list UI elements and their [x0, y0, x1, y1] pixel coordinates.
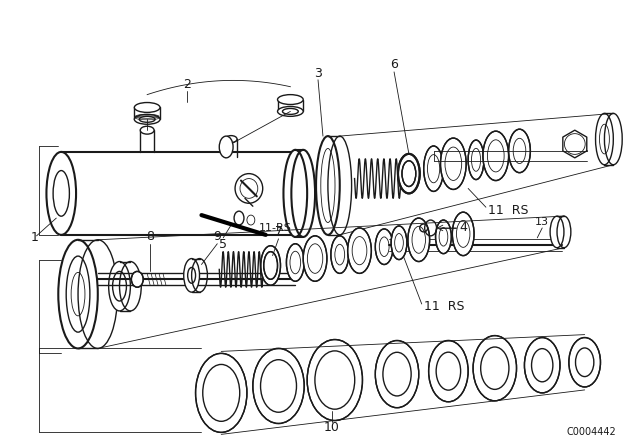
Ellipse shape — [375, 340, 419, 408]
Ellipse shape — [436, 220, 451, 254]
Text: 11-RS: 11-RS — [259, 223, 292, 233]
Ellipse shape — [596, 113, 613, 165]
Text: 5: 5 — [220, 238, 227, 251]
Text: 1: 1 — [31, 231, 38, 244]
Ellipse shape — [569, 338, 600, 387]
Ellipse shape — [278, 95, 303, 104]
Ellipse shape — [331, 236, 349, 273]
Ellipse shape — [264, 252, 278, 279]
Ellipse shape — [452, 212, 474, 256]
Text: 4: 4 — [460, 221, 467, 234]
Text: 3: 3 — [314, 67, 322, 80]
Text: 9: 9 — [213, 230, 221, 243]
Ellipse shape — [473, 336, 516, 401]
Ellipse shape — [408, 218, 429, 262]
Ellipse shape — [524, 338, 560, 393]
Ellipse shape — [509, 129, 531, 172]
Text: 11  RS: 11 RS — [424, 301, 464, 314]
Text: 2: 2 — [183, 78, 191, 91]
Ellipse shape — [109, 262, 131, 311]
Ellipse shape — [253, 349, 304, 423]
Ellipse shape — [225, 136, 237, 142]
Ellipse shape — [348, 228, 371, 273]
Text: 6: 6 — [390, 59, 398, 72]
Ellipse shape — [58, 240, 98, 349]
Ellipse shape — [307, 340, 362, 421]
Ellipse shape — [47, 152, 76, 235]
Ellipse shape — [196, 353, 247, 432]
Ellipse shape — [316, 136, 340, 235]
Text: 7: 7 — [275, 225, 282, 238]
Ellipse shape — [134, 114, 160, 124]
Ellipse shape — [550, 216, 564, 248]
Ellipse shape — [284, 150, 307, 237]
Ellipse shape — [260, 246, 280, 285]
Text: C0004442: C0004442 — [567, 427, 617, 437]
Ellipse shape — [440, 138, 466, 190]
Ellipse shape — [134, 103, 160, 112]
Ellipse shape — [278, 107, 303, 116]
Ellipse shape — [375, 229, 393, 264]
Ellipse shape — [424, 146, 444, 191]
Polygon shape — [61, 152, 295, 235]
Ellipse shape — [468, 140, 484, 180]
Text: 11  RS: 11 RS — [488, 204, 529, 217]
Ellipse shape — [398, 154, 420, 194]
Ellipse shape — [131, 271, 143, 287]
Text: 10: 10 — [324, 421, 340, 434]
Ellipse shape — [402, 161, 416, 186]
Ellipse shape — [391, 226, 407, 259]
Ellipse shape — [235, 174, 262, 203]
Ellipse shape — [429, 340, 468, 402]
Text: 13: 13 — [535, 217, 549, 227]
Ellipse shape — [303, 236, 327, 281]
Text: 8: 8 — [146, 230, 154, 243]
Ellipse shape — [220, 136, 233, 158]
Ellipse shape — [184, 258, 200, 292]
Ellipse shape — [140, 126, 154, 134]
Ellipse shape — [483, 131, 509, 181]
Ellipse shape — [287, 244, 304, 281]
